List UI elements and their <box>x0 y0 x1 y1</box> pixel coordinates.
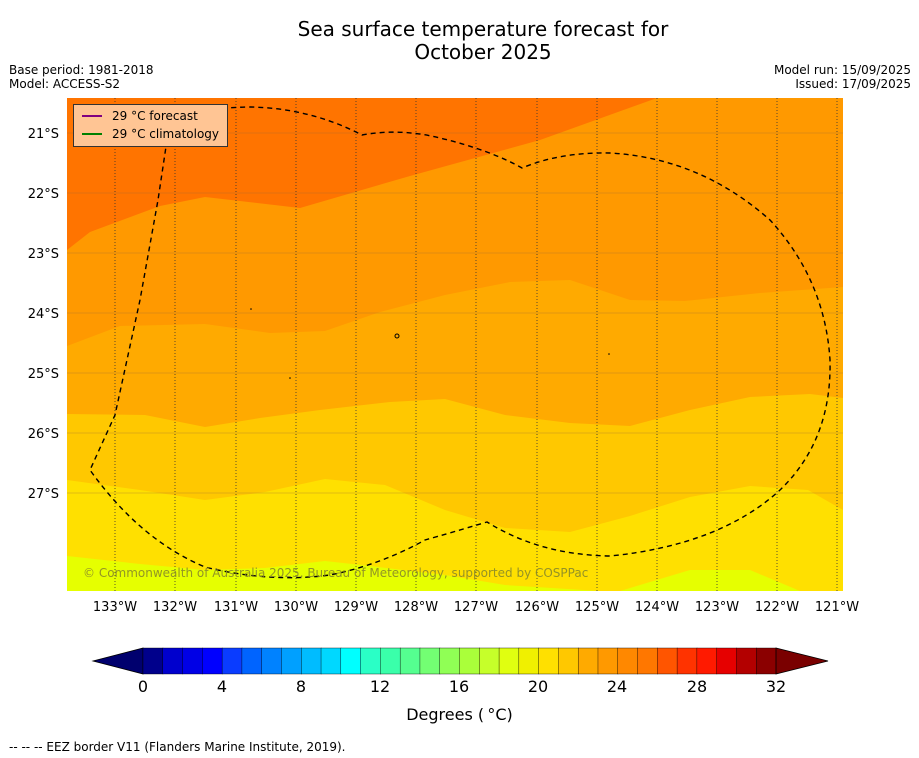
lon-label: 127°W <box>454 600 498 615</box>
colorbar-segment <box>617 647 639 675</box>
lat-gridlines <box>67 132 843 494</box>
colorbar-segment <box>696 647 718 675</box>
legend-climatology: 29 °C climatology <box>82 126 219 142</box>
lon-label: 131°W <box>214 600 258 615</box>
colorbar-label: Degrees ( °C) <box>406 705 513 724</box>
island-marker <box>289 377 291 379</box>
colorbar-tick: 16 <box>449 677 469 696</box>
lon-label: 130°W <box>274 600 318 615</box>
lon-label: 125°W <box>575 600 619 615</box>
colorbar-segment <box>360 647 381 675</box>
lat-labels: 21°S 22°S 23°S 24°S 25°S 26°S 27°S <box>28 127 59 502</box>
lat-label: 27°S <box>28 487 59 502</box>
island-marker <box>608 353 610 355</box>
model-name: Model: ACCESS-S2 <box>9 77 121 91</box>
lon-label: 132°W <box>153 600 197 615</box>
base-period: Base period: 1981-2018 <box>9 63 154 77</box>
colorbar-segment <box>340 647 362 675</box>
lat-label: 22°S <box>28 187 59 202</box>
legend-forecast-line <box>82 115 102 117</box>
colorbar-segment <box>716 647 737 675</box>
lat-label: 25°S <box>28 367 59 382</box>
meta-right: Model run: 15/09/2025 Issued: 17/09/2025 <box>774 63 911 91</box>
lon-label: 121°W <box>815 600 859 615</box>
colorbar-segment <box>558 647 579 675</box>
colorbar-segment <box>657 647 678 675</box>
colorbar-tick: 0 <box>138 677 148 696</box>
island-marker <box>250 308 252 310</box>
colorbar-segment <box>439 647 460 675</box>
colorbar-segment <box>301 647 322 675</box>
colorbar-segment <box>380 647 401 675</box>
lon-label: 128°W <box>394 600 438 615</box>
colorbar-segment <box>518 647 540 675</box>
lat-label: 24°S <box>28 307 59 322</box>
model-run: Model run: 15/09/2025 <box>773 63 911 77</box>
island-marker <box>394 333 400 339</box>
colorbar-segment <box>399 647 421 675</box>
meta-left: Base period: 1981-2018 Model: ACCESS-S2 <box>9 63 154 91</box>
lon-label: 126°W <box>515 600 559 615</box>
colorbar-segment <box>221 647 243 675</box>
lon-label: 122°W <box>755 600 799 615</box>
legend-forecast: 29 °C forecast <box>82 108 198 124</box>
lon-label: 129°W <box>334 600 378 615</box>
colorbar-tick: 8 <box>296 677 306 696</box>
colorbar-segment <box>182 647 203 675</box>
legend-forecast-label: 29 °C forecast <box>112 109 198 123</box>
colorbar-segment <box>756 647 777 675</box>
copyright-notice: © Commonwealth of Australia 2025, Bureau… <box>83 566 589 580</box>
colorbar-segment <box>261 647 282 675</box>
lat-label: 23°S <box>28 247 59 262</box>
lon-labels: 133°W 132°W 131°W 130°W 129°W 128°W 127°… <box>93 600 859 615</box>
colorbar-segment <box>479 647 500 675</box>
band-20-21-west <box>67 556 600 591</box>
map-title: Sea surface temperature forecast for Oct… <box>0 18 919 64</box>
legend-climatology-line <box>82 133 102 135</box>
title-line-2: October 2025 <box>414 40 552 64</box>
colorbar-tick: 28 <box>687 677 707 696</box>
eez-footnote: -- -- -- EEZ border V11 (Flanders Marine… <box>9 740 346 754</box>
colorbar-ticks: 0 4 8 12 16 20 24 28 32 <box>138 677 786 696</box>
colorbar-segment <box>202 647 223 675</box>
title-line-1: Sea surface temperature forecast for <box>297 17 669 41</box>
legend-climatology-label: 29 °C climatology <box>112 127 220 141</box>
colorbar-extend-high <box>775 647 829 675</box>
lon-label: 123°W <box>695 600 739 615</box>
colorbar-segment <box>538 647 559 675</box>
colorbar-tick: 4 <box>217 677 227 696</box>
colorbar-segment <box>577 647 599 675</box>
lat-label: 26°S <box>28 427 59 442</box>
islands <box>250 308 610 379</box>
eez-border <box>89 106 831 579</box>
issued-date: Issued: 17/09/2025 <box>795 77 911 91</box>
colorbar-segment <box>162 647 184 675</box>
colorbar-tick: 20 <box>528 677 548 696</box>
band-21-22 <box>67 479 843 591</box>
colorbar-extend-low <box>91 647 144 675</box>
colorbar-segment <box>498 647 520 675</box>
temperature-fill <box>67 98 843 591</box>
lon-label: 133°W <box>93 600 137 615</box>
colorbar-segment <box>241 647 263 675</box>
colorbar-segment <box>142 647 164 675</box>
lat-label: 21°S <box>28 127 59 142</box>
colorbar-segment <box>281 647 302 675</box>
colorbar-tick: 24 <box>607 677 627 696</box>
colorbar <box>91 647 829 675</box>
lon-label: 124°W <box>635 600 679 615</box>
colorbar-tick: 12 <box>370 677 390 696</box>
colorbar-segment <box>637 647 658 675</box>
colorbar-segment <box>597 647 619 675</box>
map-legend: 29 °C forecast 29 °C climatology <box>73 104 228 147</box>
lon-gridlines <box>114 98 838 591</box>
colorbar-tick: 32 <box>766 677 786 696</box>
colorbar-segment <box>419 647 441 675</box>
colorbar-segment <box>459 647 480 675</box>
colorbar-segment <box>320 647 342 675</box>
colorbar-segment <box>736 647 757 675</box>
band-20-21-east <box>620 570 800 591</box>
colorbar-segment <box>676 647 698 675</box>
